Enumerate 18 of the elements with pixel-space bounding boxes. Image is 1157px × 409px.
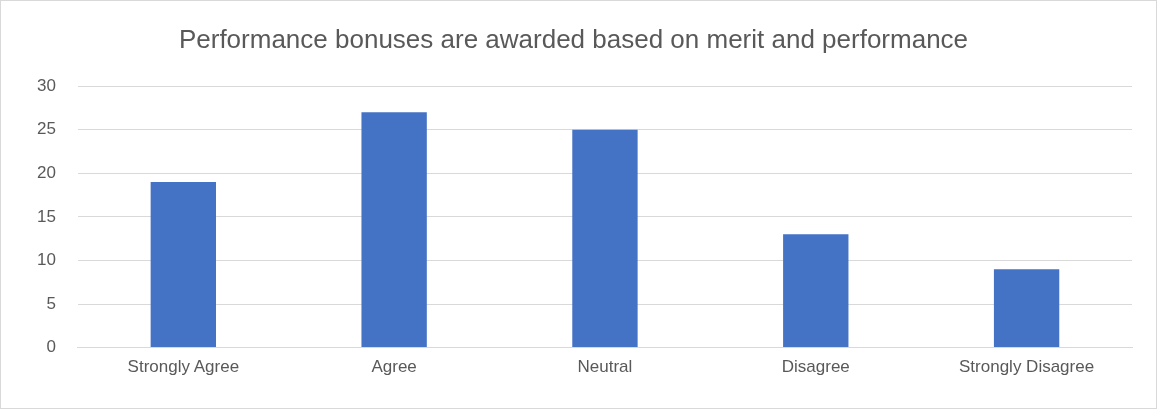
x-tick-label: Agree [371, 357, 417, 377]
bar [361, 112, 427, 348]
bar [993, 269, 1060, 348]
bar [783, 234, 849, 348]
y-tick-label: 0 [46, 337, 56, 357]
y-tick-label: 15 [36, 206, 56, 226]
x-tick-label: Neutral [577, 357, 633, 377]
y-tick-label: 5 [46, 293, 56, 313]
x-tick-label: Disagree [781, 357, 850, 377]
y-tick-label: 20 [36, 163, 56, 183]
bar [572, 129, 638, 348]
chart-title: Performance bonuses are awarded based on merit and performance [178, 23, 969, 54]
bar [150, 182, 216, 348]
x-tick-label: Strongly Agree [127, 357, 240, 377]
y-tick-label: 25 [36, 119, 56, 139]
y-tick-label: 30 [36, 75, 56, 95]
x-tick-label: Strongly Disagree [959, 357, 1095, 377]
y-tick-label: 10 [36, 250, 56, 270]
